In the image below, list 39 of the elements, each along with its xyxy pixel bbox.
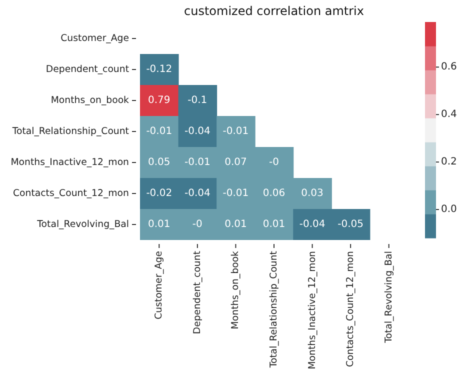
data-label: -0.01 <box>146 126 172 137</box>
y-tick-label: Total_Relationship_Count <box>11 126 130 137</box>
x-tick-label: Total_Revolving_Bal <box>383 251 394 344</box>
x-tick-label: Contacts_Count_12_mon <box>345 250 356 368</box>
data-label: -0.01 <box>222 188 249 199</box>
data-label: -0 <box>269 157 279 168</box>
data-label: -0.05 <box>338 219 364 230</box>
data-label: 0.05 <box>148 157 170 168</box>
data-label: 0.01 <box>224 219 247 230</box>
data-label: 0.07 <box>224 157 247 168</box>
data-label: -0.04 <box>299 219 326 230</box>
data-label: -0.02 <box>146 188 172 199</box>
data-label: 0.03 <box>301 188 324 199</box>
y-tick-label: Customer_Age <box>60 33 130 44</box>
data-label: -0.04 <box>184 188 210 199</box>
color-bar-label: 0.2 <box>441 156 457 168</box>
data-label: -0.01 <box>222 126 249 137</box>
x-tick-label: Total_Relationship_Count <box>268 250 280 369</box>
color-bar-label: 0.4 <box>441 109 457 120</box>
data-label: -0.04 <box>184 126 210 137</box>
y-tick-label: Dependent_count <box>46 64 130 75</box>
data-label: 0.01 <box>148 219 170 230</box>
data-label: 0.01 <box>262 219 286 230</box>
data-label: -0.12 <box>146 64 172 75</box>
y-tick-label: Months_Inactive_12_mon <box>10 157 130 168</box>
x-tick-label: Dependent_count <box>192 250 203 334</box>
chart-title: customized correlation amtrix <box>183 4 365 18</box>
y-tick-label: Total_Revolving_Bal <box>36 219 129 230</box>
data-label: 0.79 <box>148 95 170 106</box>
data-label: -0 <box>192 219 202 230</box>
x-tick-label: Months_Inactive_12_mon <box>306 250 318 370</box>
data-label: -0.01 <box>184 157 210 168</box>
x-tick-label: Months_on_book <box>230 250 242 330</box>
color-bar-label: 0.6 <box>441 62 457 73</box>
y-tick-label: Contacts_Count_12_mon <box>12 188 130 199</box>
data-label: 0.06 <box>262 188 286 199</box>
data-label: -0.1 <box>188 95 208 106</box>
y-tick-label: Months_on_book <box>50 95 130 106</box>
color-bar-label: 0.0 <box>441 204 457 216</box>
